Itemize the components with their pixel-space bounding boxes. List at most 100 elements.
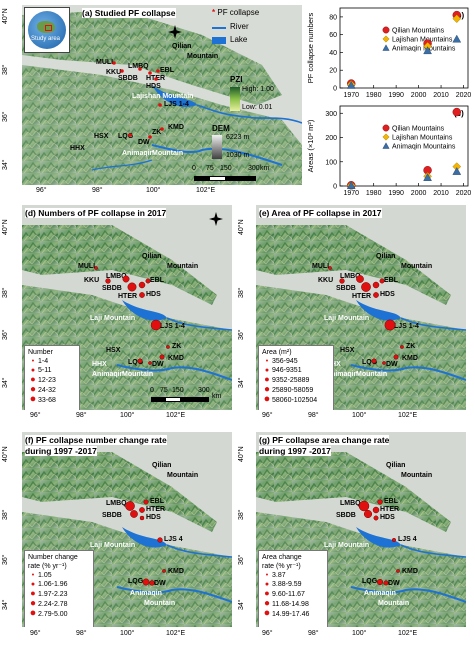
y-tick-label: 100 bbox=[325, 159, 337, 166]
legend-marker bbox=[382, 26, 390, 34]
d-label-ljs: LJS 1-4 bbox=[160, 323, 185, 330]
f-label-animaqin: Animaqin bbox=[130, 590, 162, 597]
g-xtick-100: 100° bbox=[352, 630, 367, 637]
river-legend-label: River bbox=[230, 22, 249, 31]
g-label-laji: Laji Mountain bbox=[324, 542, 370, 549]
legend-label: Lajishan Mountains bbox=[392, 37, 453, 44]
pf-site-marker bbox=[143, 499, 149, 505]
y-tick-label: 20 bbox=[329, 68, 337, 75]
pf-site-marker bbox=[393, 354, 399, 360]
pf-site-marker bbox=[361, 282, 371, 292]
inset-label: Study area bbox=[31, 36, 61, 42]
a-xtick-102: 102°E bbox=[196, 187, 216, 194]
d-xtick-98: 98° bbox=[76, 412, 87, 419]
f-legend-title1: Number change bbox=[28, 554, 78, 561]
d-scale-bar: 0 75 150 300 km bbox=[150, 387, 230, 405]
f-label-dw: DW bbox=[154, 580, 166, 587]
a-xtick-96: 96° bbox=[36, 187, 47, 194]
d-legend-row: ● 12-23 bbox=[30, 374, 56, 385]
f-label-animaqin-mountain: Mountain bbox=[144, 600, 176, 607]
e-label-kmd: KMD bbox=[402, 355, 418, 362]
label-lqg: LQG bbox=[118, 133, 134, 140]
f-ytick-38: 38° bbox=[2, 509, 9, 520]
panel-e-label: (e) Area of PF collapse in 2017 bbox=[259, 208, 382, 218]
pf-site-marker bbox=[139, 292, 145, 298]
y-tick-label: 300 bbox=[325, 111, 337, 118]
legend-label: Lajishan Mountains bbox=[392, 135, 453, 142]
panel-a-legend: * PF collapse River Lake PZI High: 1.00 … bbox=[212, 5, 302, 185]
f-xtick-98: 98° bbox=[76, 630, 87, 637]
d-class-3: 12-23 bbox=[38, 377, 56, 384]
pf-legend-label: PF collapse bbox=[217, 8, 260, 17]
d-label-qilian: Qilian bbox=[142, 253, 162, 260]
panel-g-legend: Area change rate (% yr⁻¹) • 3.87 ● 3.88-9.… bbox=[258, 550, 328, 627]
inset-globe: Study area bbox=[24, 7, 70, 53]
pf-site-marker bbox=[363, 509, 373, 519]
f-xtick-100: 100° bbox=[120, 630, 135, 637]
data-point bbox=[452, 107, 461, 117]
river-legend-icon bbox=[212, 27, 226, 29]
legend-label: Qilian Mountains bbox=[392, 28, 445, 35]
pf-site-marker bbox=[400, 345, 404, 349]
e-label-dw: DW bbox=[386, 361, 398, 368]
map-panel-f: (f) PF collapse number change rate durin… bbox=[22, 432, 232, 627]
a-xtick-98: 98° bbox=[92, 187, 103, 194]
scale-150: 150 bbox=[220, 165, 232, 172]
pf-site-marker bbox=[376, 578, 384, 586]
g-label-kmd: KMD bbox=[402, 568, 418, 575]
g-ytick-38: 38° bbox=[238, 509, 245, 520]
north-arrow-icon bbox=[208, 210, 224, 228]
x-tick-label: 2000 bbox=[411, 92, 427, 99]
x-tick-label: 2020 bbox=[456, 190, 472, 197]
plot-frame bbox=[339, 105, 469, 187]
f-ytick-36: 36° bbox=[2, 554, 9, 565]
e-label-zk: ZK bbox=[406, 343, 416, 350]
label-zk: ZK bbox=[152, 129, 162, 136]
dem-colorbar bbox=[212, 135, 222, 159]
dem-title: DEM bbox=[212, 124, 230, 133]
d-label-laji: Laji Mountain bbox=[90, 315, 136, 322]
g-ytick-36: 36° bbox=[238, 554, 245, 565]
e-label-lmbq: LMBQ bbox=[340, 273, 361, 280]
label-mountain: Mountain bbox=[187, 53, 219, 60]
a-xtick-100: 100° bbox=[146, 187, 161, 194]
f-label-kmd: KMD bbox=[168, 568, 184, 575]
plot-frame bbox=[339, 7, 469, 89]
e-ytick-36: 36° bbox=[238, 329, 245, 340]
f-class-3: 1.97-2.23 bbox=[38, 591, 68, 598]
pf-site-marker bbox=[148, 361, 152, 365]
x-tick-label: 1970 bbox=[343, 190, 359, 197]
x-tick-label: 1970 bbox=[343, 92, 359, 99]
e-class-2: 946-9351 bbox=[272, 367, 302, 374]
g-label-dw: DW bbox=[388, 580, 400, 587]
pf-site-marker bbox=[127, 282, 137, 292]
g-class-5: 14.99-17.46 bbox=[272, 611, 310, 618]
f-ytick-34: 34° bbox=[2, 599, 9, 610]
g-xtick-98: 98° bbox=[308, 630, 319, 637]
pf-site-marker bbox=[150, 319, 162, 331]
g-label-sbdb: SBDB bbox=[336, 512, 356, 519]
g-label-mountain: Mountain bbox=[401, 472, 433, 479]
pf-collapse-points bbox=[112, 61, 164, 139]
pf-site-marker bbox=[139, 507, 145, 513]
d-scale-75: 75 bbox=[160, 387, 168, 394]
d-ytick-34: 34° bbox=[2, 377, 9, 388]
pf-site-marker bbox=[137, 358, 143, 364]
pf-site-marker bbox=[339, 278, 345, 284]
pf-site-marker bbox=[379, 278, 385, 284]
scale-unit: km bbox=[260, 165, 270, 172]
d-label-hter: HTER bbox=[118, 293, 138, 300]
f-label-mountain: Mountain bbox=[167, 472, 199, 479]
map-panel-e: (e) Area of PF collapse in 2017 Qilian M… bbox=[256, 205, 466, 410]
f-label-qilian: Qilian bbox=[152, 462, 172, 469]
f-legend-row: ● 2.79-5.00 bbox=[29, 607, 68, 619]
e-label-hds: HDS bbox=[380, 291, 395, 298]
pzi-title: PZI bbox=[230, 75, 243, 84]
g-class-3: 9.60-11.67 bbox=[272, 591, 305, 598]
pf-site-marker bbox=[373, 292, 379, 298]
g-xtick-102: 102°E bbox=[398, 630, 418, 637]
d-legend-row: ● 33-68 bbox=[29, 393, 56, 405]
x-tick-label: 2010 bbox=[433, 190, 449, 197]
data-point bbox=[346, 80, 356, 89]
pf-site-marker bbox=[384, 319, 396, 331]
